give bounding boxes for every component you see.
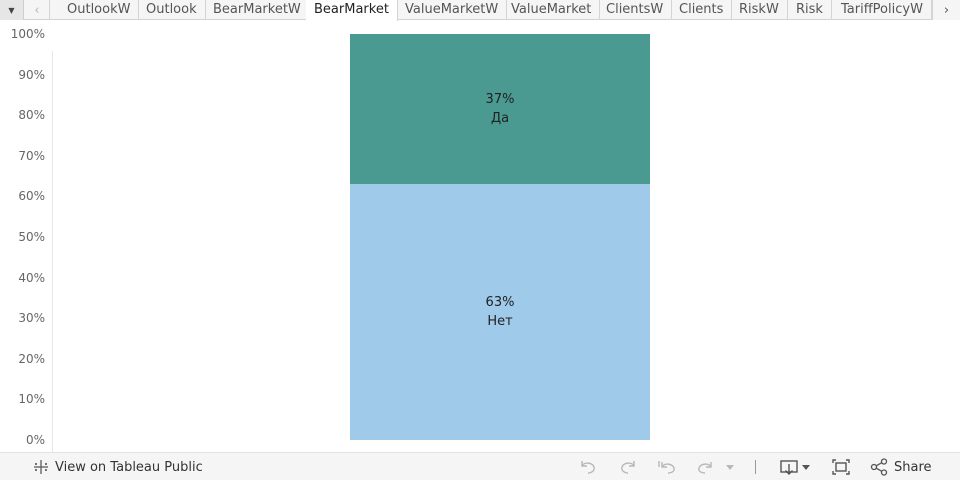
undo-icon xyxy=(578,458,598,476)
y-axis-tick-label: 60% xyxy=(18,189,45,204)
bar-segment-1[interactable] xyxy=(350,34,650,185)
share-button[interactable]: Share xyxy=(870,453,932,480)
bar-category-label: Нет xyxy=(487,314,513,330)
tab-clientsw[interactable]: ClientsW xyxy=(598,0,673,20)
y-axis-tick-label: 30% xyxy=(18,311,45,326)
chevron-left-icon: ‹ xyxy=(34,2,40,18)
tab-clients[interactable]: Clients xyxy=(671,0,733,20)
y-axis-tick-label: 80% xyxy=(18,108,45,123)
tab-list-dropdown[interactable]: ▼ xyxy=(0,0,24,20)
y-axis-tick-label: 50% xyxy=(18,230,45,244)
y-axis-tick-label: 90% xyxy=(18,67,45,82)
view-on-tableau-public-label: View on Tableau Public xyxy=(55,459,203,475)
tab-tariffpolicyw[interactable]: TariffPolicyW xyxy=(833,0,932,20)
stacked-bar-chart: 0% 10% 20% 30% 40% 50% 60% 70% 80% 90% 100% 63% Нет 3… xyxy=(0,21,960,466)
redo-button[interactable] xyxy=(618,453,638,480)
revert-button[interactable] xyxy=(656,453,678,480)
tab-bearmarket[interactable]: BearMarket xyxy=(306,0,398,21)
download-button[interactable] xyxy=(780,453,812,480)
tab-valuemarketw[interactable]: ValueMarketW xyxy=(397,0,508,20)
bar-segment-label: 37% Да xyxy=(350,90,650,128)
tab-risk[interactable]: Risk xyxy=(788,0,832,20)
undo-button[interactable] xyxy=(578,453,598,480)
tab-scroll-left-button[interactable]: ‹ xyxy=(25,0,50,20)
tab-riskw[interactable]: RiskW xyxy=(731,0,788,20)
tableau-logo-icon xyxy=(33,459,49,475)
caret-down-icon xyxy=(725,463,735,471)
tab-bearmarketw[interactable]: BearMarketW xyxy=(205,0,310,20)
view-on-tableau-public-link[interactable]: View on Tableau Public xyxy=(33,453,203,480)
fullscreen-icon xyxy=(831,458,851,476)
tab-outlook[interactable]: Outlook xyxy=(138,0,206,20)
y-axis-tick-label: 0% xyxy=(25,433,45,447)
refresh-options-dropdown[interactable] xyxy=(725,453,735,480)
fullscreen-button[interactable] xyxy=(831,453,851,480)
revert-icon xyxy=(656,458,678,476)
refresh-icon xyxy=(694,458,716,476)
toolbar-divider xyxy=(755,460,756,474)
y-axis-tick-label: 40% xyxy=(18,270,45,285)
download-icon xyxy=(780,458,812,476)
bar-value-label: 63% xyxy=(485,295,515,311)
redo-icon xyxy=(618,458,638,476)
chevron-down-icon: ▼ xyxy=(8,5,15,15)
tab-outlookw[interactable]: OutlookW xyxy=(59,0,140,20)
bar-value-label: 37% xyxy=(485,92,515,108)
share-label: Share xyxy=(894,459,932,475)
bar-segment-label: 63% Нет xyxy=(350,293,650,331)
y-axis-line xyxy=(52,51,53,466)
share-icon xyxy=(870,458,888,476)
y-axis-tick-label: 100% xyxy=(10,27,45,41)
tab-scroll-right-button[interactable]: › xyxy=(932,0,960,20)
chevron-right-icon: › xyxy=(943,2,950,18)
y-axis-tick-label: 20% xyxy=(18,351,45,366)
sheet-tab-bar: ▼ ‹ OutlookW Outlook BearMarketW BearMar… xyxy=(0,0,960,21)
bar-category-label: Да xyxy=(490,111,510,127)
bar-segment-0[interactable] xyxy=(350,184,650,440)
y-axis-tick-label: 10% xyxy=(18,392,45,407)
tab-valuemarket[interactable]: ValueMarket xyxy=(503,0,601,20)
bottom-toolbar: View on Tableau Public xyxy=(0,452,960,480)
refresh-button[interactable] xyxy=(694,453,716,480)
y-axis-tick-label: 70% xyxy=(18,148,45,163)
